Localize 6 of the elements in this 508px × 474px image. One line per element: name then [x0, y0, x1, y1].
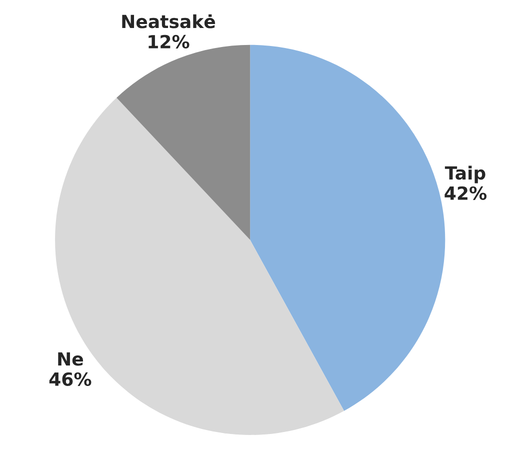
data-label: 46%: [49, 372, 92, 386]
slice-label: Neatsakė: [122, 14, 216, 28]
data-label: 42%: [444, 186, 487, 200]
slice-label: Taip: [444, 166, 486, 184]
data-label: 12%: [148, 34, 190, 49]
slice-label: Ne: [58, 352, 83, 366]
